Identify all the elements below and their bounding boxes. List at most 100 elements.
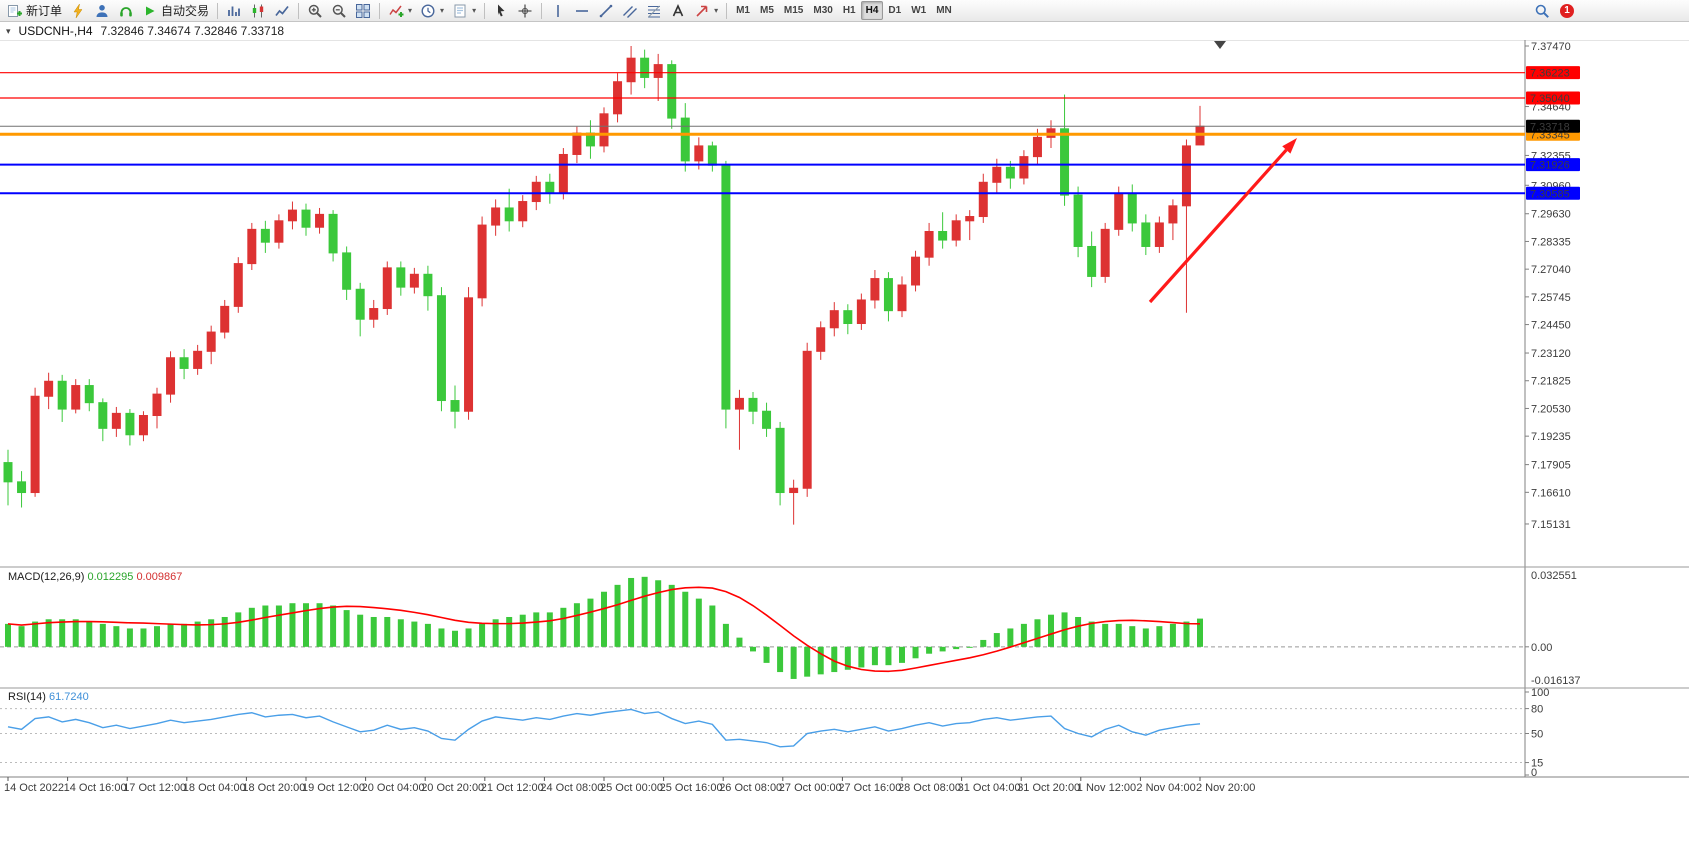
candle-body (328, 213, 338, 254)
periods-button[interactable]: ▾ (416, 0, 448, 23)
candle-body (30, 395, 40, 494)
macd-histogram-bar (993, 633, 1000, 647)
macd-histogram-bar (99, 623, 106, 647)
macd-histogram-bar (72, 619, 79, 647)
price-tick-label: 7.28335 (1531, 236, 1571, 248)
candle-body (71, 385, 81, 410)
price-badge (1526, 66, 1580, 80)
macd-histogram-bar (411, 621, 418, 647)
autotrading-icon (142, 3, 158, 19)
chart-symbol-title: USDCNH-,H4 (18, 24, 93, 38)
price-tick-label: 7.23120 (1531, 348, 1571, 360)
macd-histogram-bar (370, 616, 377, 647)
rsi-panel[interactable]: 100 80 50 150 (0, 687, 1549, 779)
candle-body (1087, 245, 1097, 277)
chart-shift-marker[interactable] (1214, 41, 1226, 49)
chart-plot-area[interactable] (0, 40, 1525, 567)
mql5-community-button[interactable] (66, 0, 90, 23)
templates-button[interactable]: ▾ (448, 0, 480, 23)
candle-body (558, 153, 568, 194)
timeframe-button-w1[interactable]: W1 (911, 5, 927, 16)
price-tick-label: 7.17905 (1531, 460, 1571, 472)
macd-panel[interactable]: 0.032551 0.00 -0.016137 (0, 570, 1581, 687)
time-tick-label: 31 Oct 20:00 (1017, 782, 1080, 794)
tile-windows-button[interactable] (351, 0, 375, 23)
macd-histogram-bar (926, 646, 933, 654)
toolbar-separator (484, 2, 486, 19)
time-tick-label: 2 Nov 04:00 (1136, 782, 1195, 794)
timeframe-button-h4[interactable]: H4 (860, 1, 884, 20)
fibonacci-icon (646, 3, 662, 19)
time-tick-label: 27 Oct 16:00 (838, 782, 901, 794)
time-tick-label: 14 Oct 2022 (4, 782, 64, 794)
candle-body (1168, 205, 1178, 224)
candle-body (423, 273, 433, 297)
price-badge-label: 7.30585 (1530, 188, 1570, 200)
timeframe-button-d1[interactable]: D1 (888, 5, 902, 16)
notification-badge[interactable]: 1 (1560, 3, 1574, 18)
timeframe-button-m5[interactable]: M5 (760, 5, 774, 16)
cursor-button[interactable] (489, 0, 513, 23)
macd-histogram-bar (86, 621, 93, 647)
candle-body (301, 209, 311, 228)
channel-button[interactable] (618, 0, 642, 23)
text-button[interactable] (666, 0, 690, 23)
new-order-button[interactable]: 新订单 (3, 0, 66, 23)
macd-histogram-bar (614, 584, 621, 647)
candle-body (396, 267, 406, 288)
macd-histogram-bar (289, 603, 296, 647)
bar-chart-icon (226, 3, 242, 19)
chart-line-button[interactable] (270, 0, 294, 23)
macd-histogram-bar (519, 614, 526, 647)
candle-body (1127, 192, 1137, 224)
candle-body (355, 288, 365, 320)
macd-histogram-bar (1088, 621, 1095, 647)
macd-histogram-bar (682, 591, 689, 647)
chart-bars-button[interactable] (222, 0, 246, 23)
timeframe-button-mn[interactable]: MN (936, 5, 952, 16)
macd-histogram-bar (722, 623, 729, 647)
arrows-icon (694, 3, 710, 19)
price-badge-label: 7.31926 (1530, 160, 1570, 172)
autotrading-button[interactable]: 自动交易 (138, 0, 213, 23)
candle-body (775, 427, 785, 494)
zoom-out-icon (331, 3, 347, 19)
candle-body (287, 209, 297, 222)
vertical-line-button[interactable] (546, 0, 570, 23)
support-button[interactable] (114, 0, 138, 23)
candle-body (829, 310, 839, 329)
crosshair-button[interactable] (513, 0, 537, 23)
arrows-button[interactable]: ▾ (690, 0, 722, 23)
chart-candles-button[interactable] (246, 0, 270, 23)
timeframe-button-m1[interactable]: M1 (736, 5, 750, 16)
candle-body (1114, 192, 1124, 230)
candle-body (17, 481, 27, 494)
macd-histogram-bar (167, 623, 174, 647)
timeframe-button-h1[interactable]: H1 (842, 5, 856, 16)
candle-body (464, 297, 474, 412)
indicators-button[interactable]: ▾ (384, 0, 416, 23)
trend-arrow-annotation[interactable] (1148, 138, 1297, 304)
rsi-axis-label: 100 (1531, 687, 1549, 699)
macd-histogram-bar (858, 646, 865, 668)
timeframe-button-m15[interactable]: M15 (783, 5, 804, 16)
one-click-trading-toggle[interactable]: ▾ (6, 25, 11, 36)
zoom-in-button[interactable] (303, 0, 327, 23)
macd-histogram-bar (343, 610, 350, 647)
macd-histogram-bar (573, 603, 580, 647)
timeframe-button-m30[interactable]: M30 (813, 5, 833, 16)
zoom-out-button[interactable] (327, 0, 351, 23)
autotrading-button-label: 自动交易 (161, 4, 210, 18)
search-button[interactable] (1530, 0, 1554, 23)
macd-histogram-bar (1129, 626, 1136, 647)
trendline-button[interactable] (594, 0, 618, 23)
profile-button[interactable] (90, 0, 114, 23)
fibonacci-button[interactable] (642, 0, 666, 23)
price-tick-label: 7.15131 (1531, 519, 1571, 531)
macd-histogram-bar (1075, 616, 1082, 647)
candle-body (1005, 166, 1015, 179)
horizontal-line-button[interactable] (570, 0, 594, 23)
macd-histogram-bar (601, 591, 607, 647)
